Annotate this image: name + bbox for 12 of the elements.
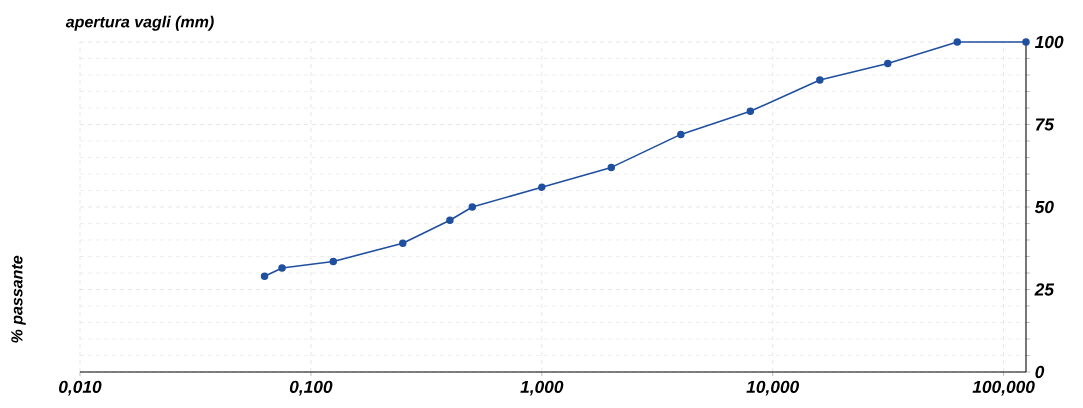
y-axis-title: % passante <box>11 255 26 343</box>
y-tick-label: 50 <box>1034 200 1054 214</box>
y-tick-label: 100 <box>1034 35 1064 49</box>
y-tick-label: 75 <box>1035 118 1055 131</box>
y-tick-label: 25 <box>1034 283 1055 296</box>
x-tick-label: 100,000 <box>972 380 1035 396</box>
x-axis-title: apertura vagli (mm) <box>65 15 214 31</box>
x-tick-label: 0,010 <box>59 380 102 396</box>
x-tick-label: 10,000 <box>746 380 800 396</box>
x-tick-label: 0,100 <box>289 380 333 396</box>
x-tick-label: 1,000 <box>520 380 564 396</box>
y-tick-label: 0 <box>1035 365 1045 379</box>
